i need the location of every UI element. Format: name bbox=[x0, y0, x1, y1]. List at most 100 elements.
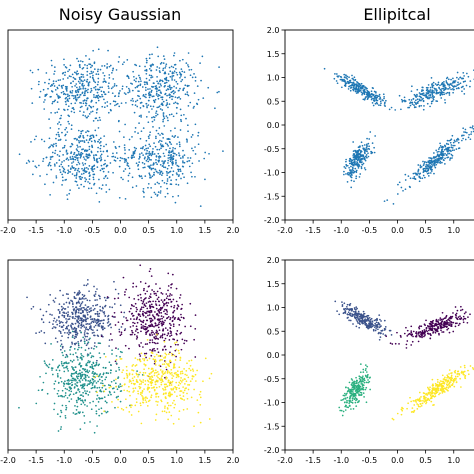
scatter-point bbox=[153, 355, 156, 358]
scatter-point bbox=[65, 312, 68, 315]
scatter-point bbox=[429, 172, 432, 174]
scatter-point bbox=[60, 85, 63, 88]
scatter-point bbox=[97, 68, 99, 71]
scatter-point bbox=[168, 171, 171, 173]
scatter-point bbox=[83, 403, 86, 406]
scatter-point bbox=[164, 383, 167, 386]
scatter-point bbox=[141, 161, 144, 164]
scatter-point bbox=[61, 161, 63, 163]
scatter-point bbox=[124, 159, 126, 162]
scatter-point bbox=[153, 153, 156, 155]
scatter-point bbox=[79, 94, 81, 96]
scatter-point bbox=[102, 384, 104, 387]
scatter-point bbox=[173, 54, 175, 57]
scatter-point bbox=[48, 363, 51, 366]
scatter-point bbox=[378, 98, 381, 100]
scatter-point bbox=[44, 342, 47, 345]
scatter-point bbox=[470, 133, 472, 135]
scatter-point bbox=[48, 163, 50, 165]
scatter-point bbox=[148, 96, 151, 99]
scatter-point bbox=[156, 46, 159, 49]
scatter-point bbox=[38, 331, 41, 334]
scatter-point bbox=[37, 68, 40, 71]
scatter-point bbox=[169, 88, 172, 91]
scatter-point bbox=[177, 305, 180, 308]
scatter-point bbox=[350, 172, 352, 175]
scatter-point bbox=[96, 70, 99, 73]
scatter-point bbox=[432, 98, 435, 101]
axes-frame-ellipitcal bbox=[284, 29, 474, 221]
scatter-point bbox=[379, 332, 382, 334]
scatter-point bbox=[457, 141, 460, 144]
scatter-point bbox=[157, 82, 160, 85]
scatter-point bbox=[181, 380, 183, 383]
scatter-point bbox=[172, 422, 175, 425]
scatter-point bbox=[95, 304, 97, 307]
scatter-point bbox=[425, 319, 427, 322]
x-tick-label: 1.0 bbox=[170, 226, 183, 235]
scatter-point bbox=[323, 67, 326, 70]
scatter-point bbox=[163, 58, 166, 60]
scatter-point bbox=[135, 364, 138, 366]
scatter-point bbox=[146, 105, 148, 107]
scatter-point bbox=[188, 360, 190, 362]
scatter-point bbox=[177, 384, 180, 387]
scatter-point bbox=[92, 165, 95, 167]
scatter-point bbox=[79, 156, 82, 159]
scatter-point bbox=[125, 398, 127, 401]
scatter-point bbox=[415, 173, 418, 176]
scatter-point bbox=[469, 80, 472, 82]
scatter-point bbox=[168, 295, 171, 297]
scatter-point bbox=[431, 89, 434, 92]
scatter-point bbox=[135, 325, 138, 328]
scatter-point bbox=[161, 293, 164, 295]
scatter-point bbox=[355, 318, 358, 321]
scatter-point bbox=[169, 404, 172, 407]
scatter-point bbox=[67, 105, 70, 108]
scatter-point bbox=[155, 170, 158, 173]
scatter-point bbox=[166, 313, 168, 316]
panel-ellipitcal: Ellipitcal -2.0 -1.5 -1.0 -0.5 0.0 0.5 1.0 2.0… bbox=[264, 5, 474, 235]
scatter-point bbox=[125, 406, 128, 409]
scatter-point bbox=[167, 106, 169, 109]
scatter-point bbox=[142, 94, 145, 96]
scatter-point bbox=[127, 180, 130, 182]
scatter-point bbox=[84, 373, 87, 376]
scatter-point bbox=[103, 296, 106, 299]
scatter-point bbox=[122, 409, 125, 411]
scatter-point bbox=[157, 351, 160, 354]
scatter-point bbox=[144, 354, 146, 357]
scatter-point bbox=[64, 308, 67, 310]
scatter-point bbox=[58, 135, 61, 138]
scatter-point bbox=[93, 80, 95, 82]
scatter-point bbox=[82, 383, 85, 386]
scatter-point bbox=[62, 154, 64, 156]
scatter-point bbox=[120, 358, 123, 360]
scatter-point bbox=[82, 319, 85, 321]
scatter-point bbox=[397, 183, 399, 186]
scatter-point bbox=[185, 387, 188, 389]
scatter-point bbox=[76, 144, 79, 147]
scatter-point bbox=[125, 160, 128, 162]
scatter-point bbox=[68, 97, 71, 100]
scatter-point bbox=[128, 390, 131, 393]
scatter-point bbox=[382, 99, 384, 102]
scatter-point bbox=[100, 164, 103, 167]
scatter-point bbox=[82, 80, 84, 83]
scatter-point bbox=[92, 304, 94, 307]
scatter-point bbox=[33, 138, 36, 141]
x-tick-label: 1.5 bbox=[199, 226, 212, 235]
scatter-point bbox=[97, 81, 100, 83]
scatter-point bbox=[57, 381, 60, 384]
scatter-point bbox=[92, 78, 95, 81]
scatter-point bbox=[44, 99, 46, 101]
scatter-point bbox=[81, 297, 84, 300]
scatter-point bbox=[170, 283, 172, 286]
scatter-point bbox=[87, 328, 90, 331]
scatter-point bbox=[51, 359, 54, 361]
scatter-point bbox=[66, 368, 69, 370]
scatter-point bbox=[139, 264, 142, 267]
scatter-point bbox=[210, 372, 213, 375]
scatter-point bbox=[76, 73, 78, 76]
scatter-point bbox=[93, 331, 95, 334]
